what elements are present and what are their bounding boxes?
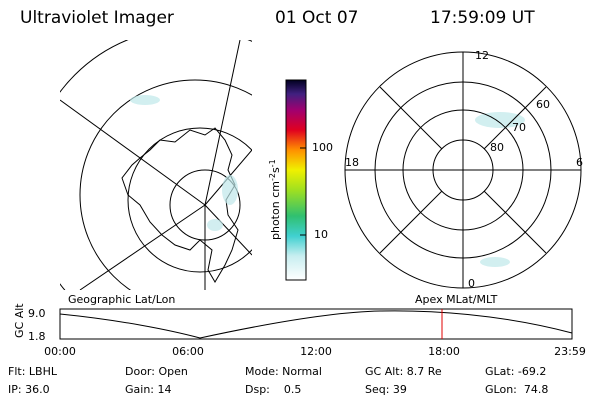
info-field: GLon: 74.8 <box>485 383 548 396</box>
lat-label: 70 <box>512 121 526 134</box>
orbit-right-title: Apex MLat/MLT <box>415 293 498 306</box>
mlt-label: 18 <box>345 156 359 169</box>
info-field: IP: 36.0 <box>8 383 50 396</box>
orbit-left-title: Geographic Lat/Lon <box>68 293 175 306</box>
mlt-label: 12 <box>475 49 489 62</box>
cbar-exp: -1 <box>268 159 277 167</box>
orbit-x-tick: 06:00 <box>172 345 204 358</box>
cbar-unit: s <box>269 167 282 173</box>
orbit-x-tick: 00:00 <box>44 345 76 358</box>
time: 17:59:09 UT <box>430 8 535 28</box>
info-field: Gain: 14 <box>125 383 172 396</box>
orbit-x-tick: 23:59 <box>554 345 586 358</box>
mlt-label: 6 <box>576 156 583 169</box>
info-field: Mode: Normal <box>245 365 322 378</box>
instrument: Ultraviolet Imager <box>20 8 174 28</box>
geo-map <box>60 40 252 290</box>
orbit-x-tick: 12:00 <box>300 345 332 358</box>
info-field: Seq: 39 <box>365 383 407 396</box>
cbar-tick: 10 <box>314 228 328 241</box>
lat-label: 60 <box>536 98 550 111</box>
date: 01 Oct 07 <box>275 8 358 28</box>
mlt-label: 0 <box>468 277 475 290</box>
orbit-frame <box>59 308 573 340</box>
info-field: GC Alt: 8.7 Re <box>365 365 442 378</box>
cbar-tick: 100 <box>312 141 333 154</box>
orbit-x-tick: 18:00 <box>428 345 460 358</box>
info-panel: Flt: LBHL Door: Open Mode: Normal GC Alt: 8… <box>8 365 548 396</box>
orbit-curve <box>59 310 573 339</box>
lat-label: 80 <box>490 141 504 154</box>
orbit-y-label: GC Alt <box>13 303 26 338</box>
colorbar <box>285 79 307 281</box>
polar-plot <box>344 51 582 289</box>
info-field: Door: Open <box>125 365 188 378</box>
orbit-y-tick: 1.8 <box>28 330 46 343</box>
orbit-y-tick: 9.0 <box>28 307 46 320</box>
cbar-label: photon cm-2s-1 <box>268 159 283 240</box>
cbar-exp: -2 <box>268 173 277 181</box>
info-field: Dsp: 0.5 <box>245 383 301 396</box>
info-field: Flt: LBHL <box>8 365 58 378</box>
cbar-unit: photon cm <box>269 181 282 240</box>
info-field: GLat: -69.2 <box>485 365 546 378</box>
